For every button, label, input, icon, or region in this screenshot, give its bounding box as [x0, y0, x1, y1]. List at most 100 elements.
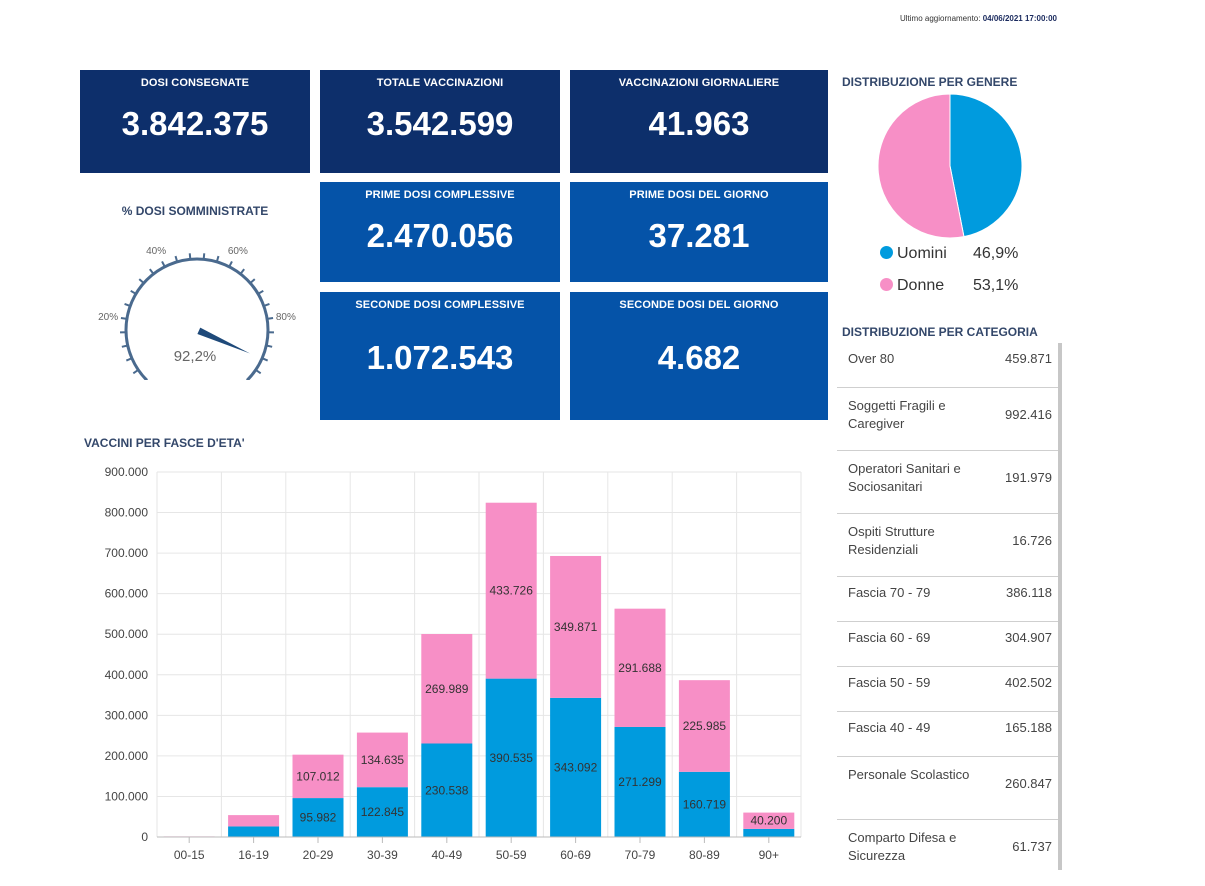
bar-data-label: 271.299: [618, 775, 662, 789]
card-value: 37.281: [648, 217, 750, 254]
bar-data-label: 433.726: [490, 584, 534, 598]
bar-segment: [743, 812, 795, 829]
bar-segment: [421, 634, 473, 744]
last-updated: Ultimo aggiornamento: 04/06/2021 17:00:0…: [900, 14, 1057, 23]
x-tick-label: 90+: [759, 848, 779, 862]
gauge-tick-label: 60%: [228, 246, 248, 257]
card-title: TOTALE VACCINAZIONI: [376, 77, 504, 89]
card-seconde-dosi-complessive: SECONDE DOSI COMPLESSIVE 1.072.543: [320, 292, 560, 420]
gauge-ticks: [120, 253, 274, 380]
card-dosi-consegnate: DOSI CONSEGNATE 3.842.375: [80, 70, 310, 173]
bar-data-label: 230.538: [425, 783, 469, 797]
y-tick-label: 700.000: [105, 546, 149, 560]
card-value: 4.682: [657, 339, 741, 376]
gauge-title: % DOSI SOMMINISTRATE: [121, 204, 269, 218]
categoria-scrollbar[interactable]: [1058, 343, 1062, 870]
age-bar-chart: 0 100.000 200.000 300.000 400.000 500.000 600.…: [105, 465, 802, 862]
bar-segment: [485, 678, 537, 837]
categoria-row: Soggetti Fragili e Caregiver 992.416: [837, 388, 1058, 451]
card-totale-vaccinazioni: TOTALE VACCINAZIONI 3.542.599: [320, 70, 560, 173]
genere-pie: [877, 93, 1023, 239]
categoria-value: 459.871: [1005, 351, 1052, 366]
y-tick-label: 800.000: [105, 506, 149, 520]
gauge-tick-label: 20%: [98, 312, 118, 323]
bar-segment: [614, 726, 666, 837]
card-seconde-dosi-giorno: SECONDE DOSI DEL GIORNO 4.682: [570, 292, 828, 420]
x-tick-label: 30-39: [367, 848, 398, 862]
categoria-value: 191.979: [1005, 470, 1052, 485]
last-updated-label: Ultimo aggiornamento:: [899, 14, 981, 23]
card-prime-dosi-complessive: PRIME DOSI COMPLESSIVE 2.470.056: [320, 182, 560, 282]
gauge-value: 92,2%: [174, 348, 217, 365]
gauge-tick-label: 80%: [276, 312, 296, 323]
card-title: PRIME DOSI COMPLESSIVE: [365, 189, 515, 201]
bar-segment: [485, 502, 537, 679]
bar-data-label: 160.719: [683, 797, 727, 811]
categoria-value: 992.416: [1005, 407, 1052, 422]
legend-dot-donne: [880, 278, 893, 291]
categoria-list[interactable]: Over 80 459.871 Soggetti Fragili e Caregiv…: [837, 343, 1058, 870]
card-title: PRIME DOSI DEL GIORNO: [629, 189, 769, 201]
legend-value-uomini: 46,9%: [973, 245, 1019, 262]
x-tick-label: 50-59: [496, 848, 527, 862]
bar-data-label: 291.688: [618, 661, 662, 675]
bar-data-label: 95.982: [300, 811, 337, 825]
pie-slice-donne: [877, 93, 965, 239]
y-tick-label: 200.000: [105, 749, 149, 763]
y-tick-label: 100.000: [105, 789, 149, 803]
legend-donne: Donne: [880, 277, 944, 295]
card-title: VACCINAZIONI GIORNALIERE: [618, 77, 780, 89]
categoria-label: Operatori Sanitari e Sociosanitari: [848, 461, 961, 494]
bar-segment: [678, 771, 730, 837]
bar-data-label: 40.200: [750, 814, 787, 828]
card-value: 3.542.599: [366, 105, 514, 142]
gauge-needle: [197, 327, 251, 354]
y-tick-label: 300.000: [105, 708, 149, 722]
chart-y-axis: 0 100.000 200.000 300.000 400.000 500.000 600.…: [105, 465, 149, 844]
bar-data-label: 225.985: [683, 719, 727, 733]
y-tick-label: 900.000: [105, 465, 149, 479]
categoria-title: DISTRIBUZIONE PER CATEGORIA: [842, 325, 1038, 339]
categoria-value: 386.118: [1005, 585, 1052, 600]
categoria-row: Fascia 50 - 59 402.502: [837, 667, 1058, 712]
bar-data-label: 134.635: [361, 753, 405, 767]
card-prime-dosi-giorno: PRIME DOSI DEL GIORNO 37.281: [570, 182, 828, 282]
gauge: 0%20%40%60%80%100% 92,2%: [98, 246, 296, 380]
gauge-arc: [124, 257, 270, 380]
gauge-labels: 0%20%40%60%80%100%: [98, 246, 296, 323]
categoria-label: Ospiti Strutture Residenziali: [848, 524, 935, 557]
bar-segment: [550, 697, 602, 837]
gauge-tick-label: 40%: [146, 246, 166, 257]
categoria-value: 260.847: [1005, 776, 1052, 791]
categoria-value: 165.188: [1005, 720, 1052, 735]
categoria-value: 16.726: [1012, 533, 1052, 548]
legend-dot-uomini: [880, 246, 893, 259]
bar-data-label: 349.871: [554, 620, 598, 634]
bar-data-label: 343.092: [554, 760, 598, 774]
bar-data-label: 122.845: [361, 805, 405, 819]
x-tick-label: 00-15: [174, 848, 205, 862]
bar-segment: [356, 787, 408, 837]
bar-segment: [292, 798, 344, 837]
x-tick-label: 16-19: [238, 848, 269, 862]
categoria-value: 304.907: [1005, 630, 1052, 645]
categoria-label: Fascia 40 - 49: [848, 720, 931, 735]
bar-segment: [228, 815, 280, 827]
card-title: SECONDE DOSI DEL GIORNO: [619, 299, 779, 311]
categoria-label: Fascia 70 - 79: [848, 585, 931, 600]
categoria-row: Operatori Sanitari e Sociosanitari 191.97…: [837, 451, 1058, 514]
bar-data-label: 269.989: [425, 682, 469, 696]
categoria-value: 61.737: [1012, 839, 1052, 854]
y-tick-label: 400.000: [105, 668, 149, 682]
bar-segment: [614, 608, 666, 727]
card-value: 41.963: [648, 105, 750, 142]
categoria-row: Over 80 459.871: [837, 343, 1058, 388]
y-tick-label: 500.000: [105, 627, 149, 641]
legend-label-donne: Donne: [897, 277, 945, 294]
x-tick-label: 40-49: [431, 848, 462, 862]
chart-bars: 95.982 107.012 122.845 134.635 230.538 269.98…: [163, 502, 795, 838]
card-value: 2.470.056: [366, 217, 514, 254]
categoria-row: Fascia 70 - 79 386.118: [837, 577, 1058, 622]
card-title: SECONDE DOSI COMPLESSIVE: [355, 299, 525, 311]
card-title: DOSI CONSEGNATE: [140, 77, 250, 89]
